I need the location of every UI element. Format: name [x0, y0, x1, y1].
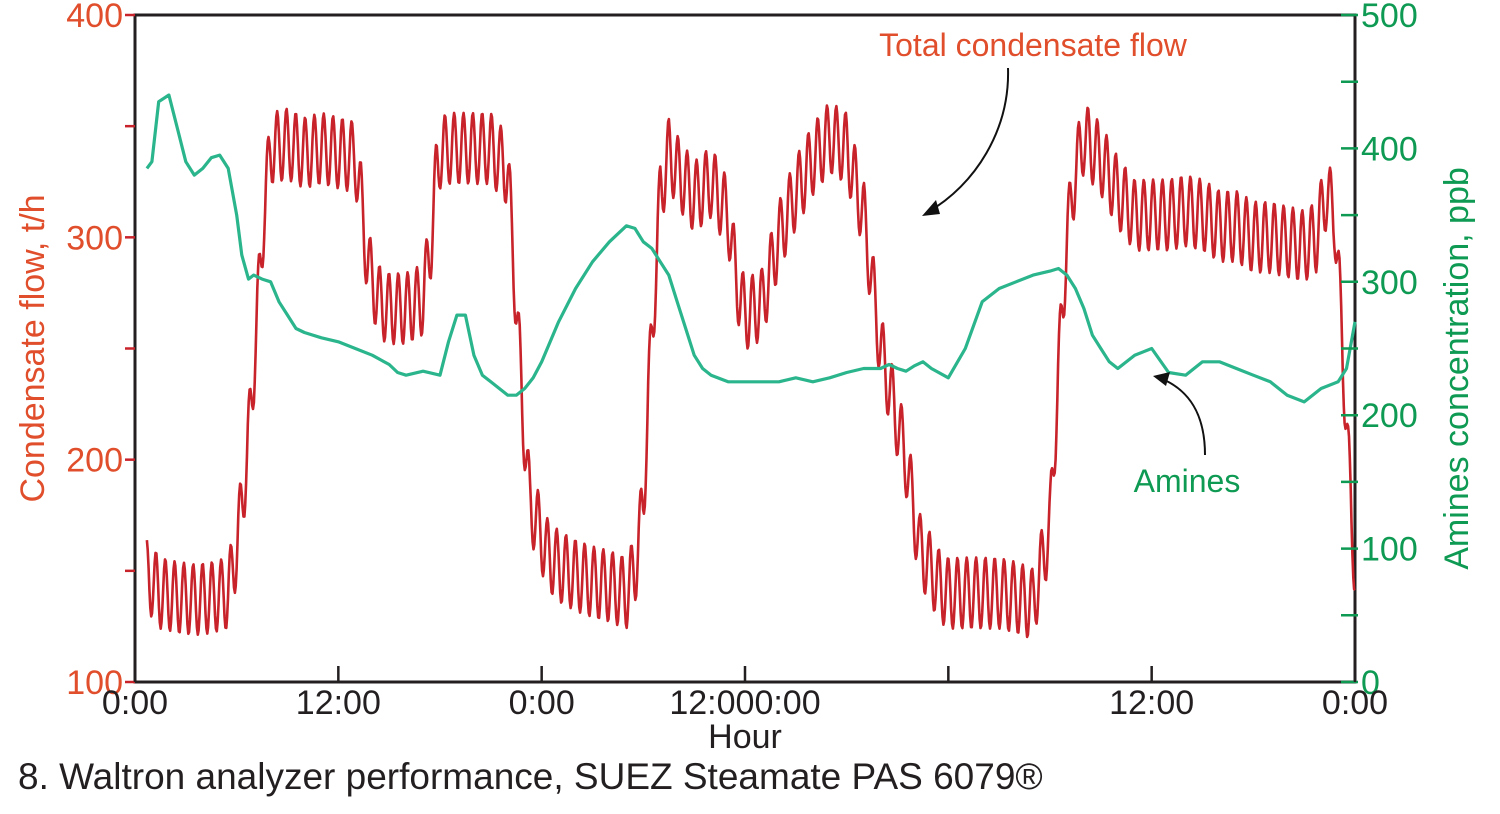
annotation-arrow-flow: [927, 67, 1010, 213]
x-tick-label: 0:00: [102, 684, 168, 722]
annotation-arrowhead-flow: [922, 200, 940, 216]
right-tick-label: 0: [1361, 664, 1380, 702]
series-layer: [145, 93, 1357, 639]
condensate-flow-line: [145, 104, 1356, 639]
x-tick-label: 12:000:00: [669, 684, 820, 722]
plot-frame: [133, 13, 1357, 684]
axes-layer: [125, 13, 1358, 684]
annotation-arrow-amines: [1159, 377, 1206, 456]
left-tick-label: 200: [66, 442, 123, 480]
left-tick-label: 100: [66, 664, 123, 702]
x-tick-label: 12:00: [1109, 684, 1194, 722]
right-tick-label: 400: [1361, 130, 1418, 168]
left-tick-label: 300: [66, 219, 123, 257]
annotation-amines: Amines: [1134, 463, 1241, 499]
right-tick-label: 100: [1361, 531, 1418, 569]
left-tick-label: 400: [66, 0, 123, 35]
right-tick-label: 300: [1361, 264, 1418, 302]
right-axis-title: Amines concentration, ppb: [1438, 167, 1476, 570]
x-tick-label: 0:00: [509, 684, 575, 722]
right-tick-label: 500: [1361, 0, 1418, 35]
annotation-total-condensate-flow: Total condensate flow: [879, 27, 1188, 63]
left-axis-title: Condensate flow, t/h: [14, 194, 52, 502]
amines-line: [145, 93, 1357, 404]
x-tick-label: 0:00: [1322, 684, 1388, 722]
right-tick-label: 200: [1361, 397, 1418, 435]
x-axis-title: Hour: [708, 718, 782, 756]
plot-border: [133, 13, 1357, 684]
annotation-arrowhead-amines: [1153, 372, 1170, 386]
figure-caption: 8. Waltron analyzer performance, SUEZ St…: [18, 756, 1043, 797]
x-tick-label: 12:00: [296, 684, 381, 722]
